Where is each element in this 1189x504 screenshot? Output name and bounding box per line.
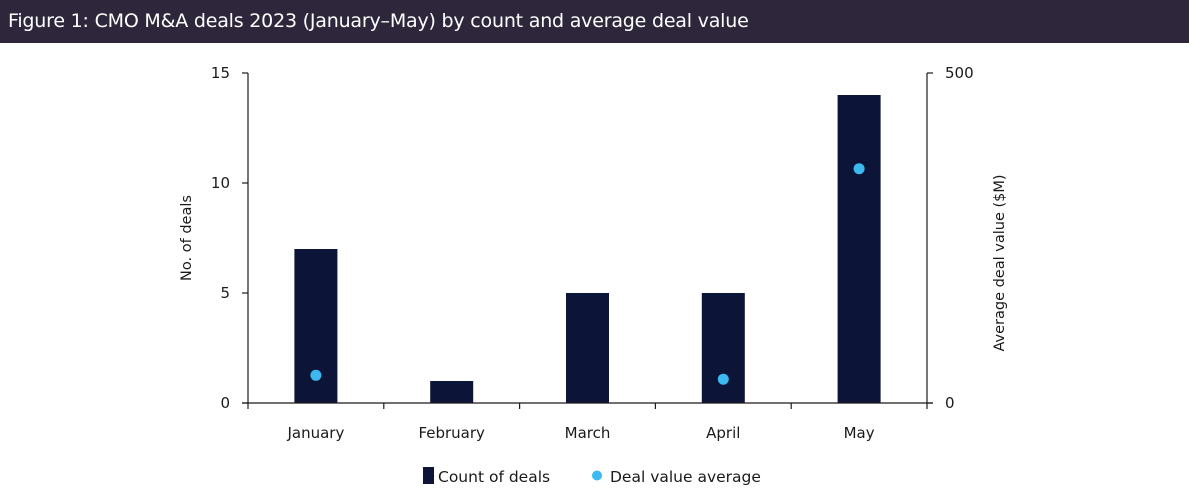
legend-swatch-count-of-deals [423, 467, 434, 484]
bar-may [837, 95, 881, 403]
right-tick-label: 500 [945, 64, 974, 82]
left-tick-label: 15 [211, 64, 230, 82]
bar-march [566, 293, 609, 403]
legend-label-deal-value-average: Deal value average [610, 468, 761, 486]
left-tick-label: 0 [220, 394, 230, 412]
left-tick-label: 5 [220, 284, 230, 302]
x-tick-label-january: January [286, 424, 344, 442]
x-tick-label-february: February [418, 424, 485, 442]
figure-title: Figure 1: CMO M&A deals 2023 (January–Ma… [0, 0, 1189, 43]
bar-february [430, 381, 474, 403]
legend-swatch-deal-value-average [592, 470, 602, 481]
x-tick-label-may: May [844, 424, 875, 442]
legend-label-count-of-deals: Count of deals [438, 468, 550, 486]
dot-may [853, 163, 865, 175]
x-tick-label-march: March [565, 424, 611, 442]
left-axis-title: No. of deals [179, 195, 195, 281]
left-tick-label: 10 [211, 174, 230, 192]
dot-april [717, 373, 729, 385]
right-tick-label: 0 [945, 394, 955, 412]
right-axis-title: Average deal value ($M) [992, 174, 1008, 351]
bar-april [701, 293, 745, 403]
x-tick-label-april: April [706, 424, 740, 442]
dot-january [310, 369, 322, 381]
